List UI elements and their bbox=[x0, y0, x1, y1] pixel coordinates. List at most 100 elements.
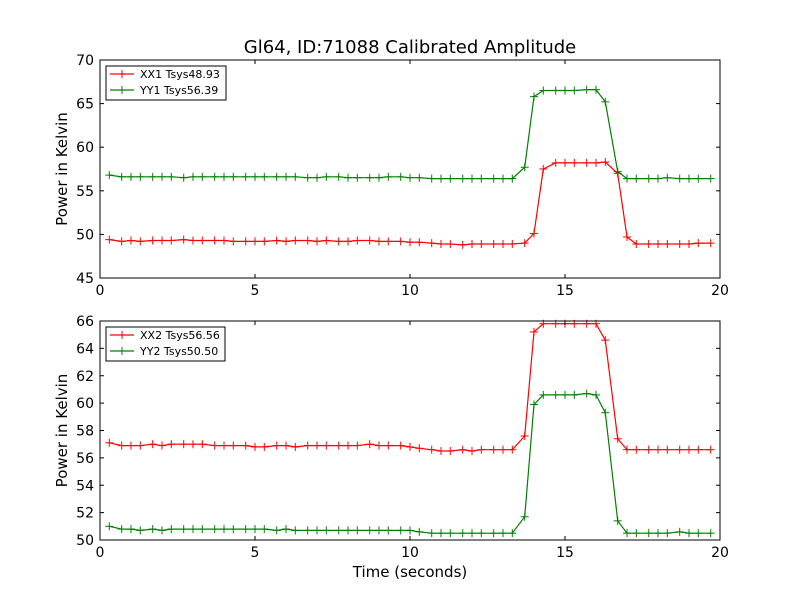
data-point bbox=[406, 238, 414, 247]
data-point bbox=[632, 445, 641, 454]
data-point bbox=[198, 172, 207, 181]
legend-item: YY1 Tsys56.39 bbox=[110, 84, 218, 97]
data-point bbox=[437, 174, 445, 183]
data-point bbox=[365, 236, 374, 245]
data-point bbox=[148, 440, 157, 449]
data-point bbox=[592, 85, 600, 94]
y-axis-label: Power in Kelvin bbox=[53, 112, 71, 226]
data-point bbox=[654, 239, 662, 248]
data-point bbox=[396, 237, 405, 246]
y-tick-label: 62 bbox=[76, 369, 94, 385]
data-point bbox=[313, 173, 321, 182]
y-tick-label: 50 bbox=[76, 227, 94, 243]
legend-item: YY2 Tsys50.50 bbox=[110, 345, 218, 358]
data-point bbox=[127, 172, 135, 181]
data-point bbox=[499, 529, 507, 538]
data-point bbox=[260, 525, 269, 534]
data-point bbox=[251, 525, 259, 534]
data-point bbox=[322, 172, 331, 181]
data-point bbox=[654, 529, 662, 538]
data-point bbox=[375, 526, 383, 535]
data-point bbox=[322, 441, 331, 450]
data-point bbox=[365, 173, 374, 182]
data-point bbox=[148, 236, 157, 245]
legend-label: XX1 Tsys48.93 bbox=[140, 68, 220, 81]
data-point bbox=[489, 239, 498, 248]
legend-label: YY2 Tsys50.50 bbox=[139, 345, 218, 358]
legend-label: YY1 Tsys56.39 bbox=[139, 84, 218, 97]
plot-bottom: 0 5 10 15 20 50 52 54 56 58 60 62 64 66 Power in Kelvi… bbox=[53, 314, 729, 561]
data-point bbox=[623, 174, 631, 183]
data-point bbox=[210, 236, 219, 245]
data-point bbox=[158, 236, 166, 245]
data-point bbox=[117, 172, 126, 181]
data-point bbox=[303, 441, 312, 450]
data-point bbox=[592, 158, 600, 167]
x-axis-label: Time (seconds) bbox=[352, 563, 468, 581]
data-point bbox=[539, 165, 548, 173]
x-tick-label: 15 bbox=[556, 545, 574, 561]
data-point bbox=[570, 390, 579, 399]
data-point bbox=[384, 441, 393, 450]
data-point bbox=[282, 237, 290, 246]
data-point bbox=[344, 173, 352, 182]
data-point bbox=[260, 442, 269, 451]
data-point bbox=[303, 236, 312, 245]
data-point bbox=[406, 442, 414, 451]
data-point bbox=[654, 174, 662, 183]
data-point bbox=[663, 239, 672, 248]
data-point bbox=[291, 236, 300, 245]
data-point bbox=[539, 390, 548, 399]
data-point bbox=[675, 527, 684, 536]
data-point bbox=[663, 173, 672, 182]
data-point bbox=[136, 172, 145, 181]
data-point bbox=[623, 529, 631, 538]
data-point bbox=[291, 442, 300, 451]
data-point bbox=[539, 86, 548, 95]
data-point bbox=[313, 526, 321, 535]
data-point bbox=[384, 526, 393, 535]
data-point bbox=[489, 529, 498, 538]
y-tick-label: 65 bbox=[76, 97, 94, 113]
data-point bbox=[477, 529, 486, 538]
y-tick-label: 58 bbox=[76, 424, 94, 440]
data-point bbox=[353, 236, 362, 245]
data-point bbox=[396, 172, 405, 181]
data-point bbox=[663, 445, 672, 454]
data-point bbox=[136, 526, 145, 535]
data-point bbox=[675, 239, 684, 248]
legend-box bbox=[105, 65, 227, 101]
data-point bbox=[220, 525, 228, 534]
x-tick-label: 20 bbox=[711, 545, 729, 561]
data-point bbox=[613, 434, 622, 443]
data-point bbox=[468, 447, 476, 456]
data-point bbox=[136, 441, 145, 450]
data-point bbox=[396, 526, 405, 535]
data-point bbox=[508, 239, 517, 248]
data-point bbox=[384, 237, 393, 246]
data-point bbox=[179, 235, 188, 244]
data-point bbox=[632, 529, 641, 538]
data-point bbox=[489, 445, 498, 454]
data-point bbox=[375, 173, 383, 182]
data-point bbox=[685, 529, 693, 538]
data-point bbox=[167, 525, 176, 534]
data-point bbox=[334, 172, 343, 181]
data-point bbox=[210, 172, 219, 181]
data-point bbox=[654, 445, 662, 454]
data-point bbox=[220, 441, 228, 450]
data-point bbox=[437, 447, 445, 456]
data-point bbox=[303, 526, 312, 535]
y-tick-label: 45 bbox=[76, 271, 94, 287]
data-point bbox=[365, 440, 374, 449]
data-point bbox=[551, 390, 560, 399]
data-point bbox=[601, 158, 610, 167]
data-point bbox=[601, 336, 610, 345]
data-point bbox=[530, 229, 538, 238]
data-point bbox=[241, 525, 250, 534]
data-point bbox=[291, 172, 300, 181]
data-point bbox=[551, 158, 560, 167]
data-point bbox=[127, 236, 135, 245]
data-point bbox=[322, 526, 331, 535]
